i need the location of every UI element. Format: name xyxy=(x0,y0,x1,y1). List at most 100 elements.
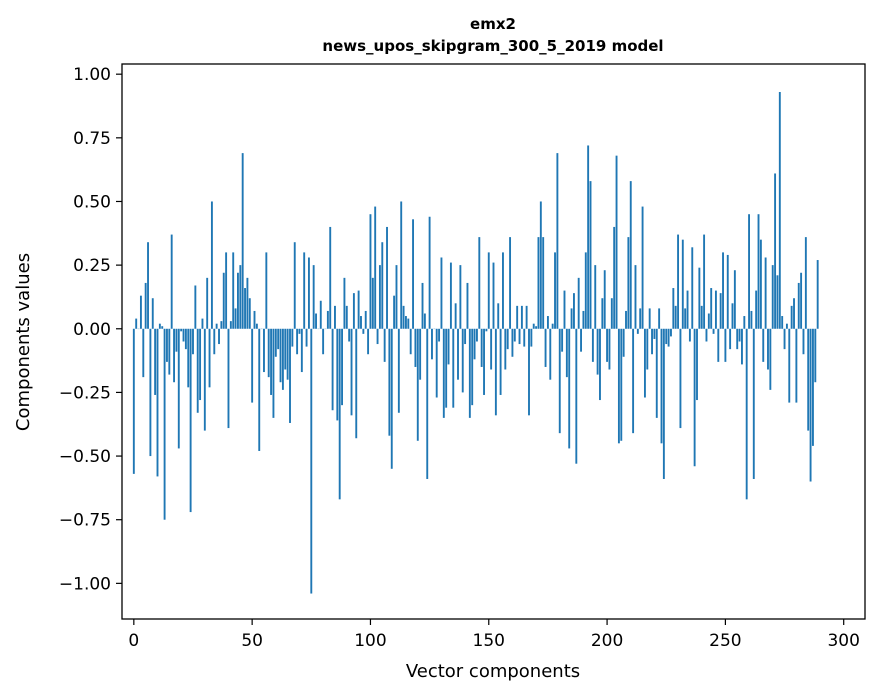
bar xyxy=(603,270,606,329)
bar xyxy=(478,237,481,329)
bar xyxy=(402,305,405,329)
bar xyxy=(367,328,370,355)
bar xyxy=(177,328,180,449)
bar xyxy=(393,295,396,329)
bar xyxy=(234,308,237,329)
bar xyxy=(582,310,585,329)
plot-frame xyxy=(121,63,866,620)
bar xyxy=(736,328,739,350)
bar xyxy=(326,310,329,329)
bar xyxy=(300,328,303,373)
bar xyxy=(426,328,429,479)
bar xyxy=(360,316,362,329)
bar xyxy=(438,328,441,342)
bar xyxy=(459,265,462,329)
bar xyxy=(435,328,438,398)
bar xyxy=(263,328,265,373)
bar xyxy=(634,265,637,329)
bar xyxy=(229,321,232,329)
bar xyxy=(577,277,580,329)
bar xyxy=(731,303,734,329)
bar xyxy=(447,328,450,365)
bar xyxy=(797,282,800,329)
x-tick-label: 200 xyxy=(591,631,623,651)
bar xyxy=(741,328,743,365)
bar xyxy=(227,328,230,429)
bar xyxy=(575,328,578,464)
bar xyxy=(677,234,680,329)
bar xyxy=(684,308,687,329)
y-tick-label: 0.25 xyxy=(73,256,111,276)
bar xyxy=(558,328,561,434)
bar xyxy=(142,328,145,378)
bar xyxy=(206,277,209,329)
bar xyxy=(423,313,426,329)
bar xyxy=(168,328,171,375)
bar xyxy=(809,328,812,482)
bar xyxy=(331,328,334,411)
bar xyxy=(184,328,187,350)
bar xyxy=(241,153,244,329)
bar xyxy=(544,328,547,367)
bar xyxy=(499,328,502,395)
bar xyxy=(201,318,204,329)
bar xyxy=(679,328,682,429)
x-tick-label: 50 xyxy=(241,631,263,651)
bar xyxy=(255,323,258,329)
bar xyxy=(395,265,398,329)
bar xyxy=(743,316,746,329)
bar xyxy=(717,328,720,362)
bar xyxy=(660,328,663,444)
bar xyxy=(613,226,616,329)
bar xyxy=(267,328,270,378)
bar xyxy=(627,237,630,329)
bar xyxy=(156,328,159,477)
bar xyxy=(774,173,777,329)
bar xyxy=(334,305,336,329)
bar xyxy=(568,328,571,449)
x-tick-label: 300 xyxy=(827,631,859,651)
x-tick-label: 100 xyxy=(354,631,386,651)
bar xyxy=(814,328,817,383)
bar xyxy=(362,328,365,334)
bar xyxy=(442,328,445,418)
bar xyxy=(802,328,805,355)
bar xyxy=(771,265,774,329)
bar xyxy=(352,293,355,329)
bar xyxy=(303,252,306,329)
y-tick-label: −0.25 xyxy=(59,383,111,403)
bar xyxy=(703,234,706,329)
bar xyxy=(265,252,268,329)
bar xyxy=(296,328,299,355)
bar xyxy=(315,313,317,329)
bar xyxy=(788,328,791,403)
bar xyxy=(580,328,582,352)
bar xyxy=(785,323,788,329)
bar xyxy=(378,265,381,329)
chart-title-line2: news_upos_skipgram_300_5_2019 model xyxy=(322,37,663,55)
bar xyxy=(355,328,358,439)
bar xyxy=(738,328,741,342)
bar xyxy=(480,328,483,367)
bar xyxy=(284,328,287,370)
bar xyxy=(383,328,386,362)
bar xyxy=(617,328,620,444)
bar xyxy=(795,328,798,403)
bar xyxy=(166,328,168,362)
bar xyxy=(523,328,526,347)
bar xyxy=(175,328,178,352)
y-tick-label: −0.75 xyxy=(59,511,111,531)
y-tick-label: 0.75 xyxy=(73,129,111,149)
bar xyxy=(343,277,346,329)
bar xyxy=(520,305,523,329)
bar xyxy=(374,206,377,329)
bar xyxy=(239,265,242,329)
bar xyxy=(454,303,457,329)
bar xyxy=(298,328,301,334)
bar xyxy=(286,328,289,380)
bar xyxy=(745,328,748,500)
bar xyxy=(565,328,568,378)
x-axis-label: Vector components xyxy=(406,661,580,682)
